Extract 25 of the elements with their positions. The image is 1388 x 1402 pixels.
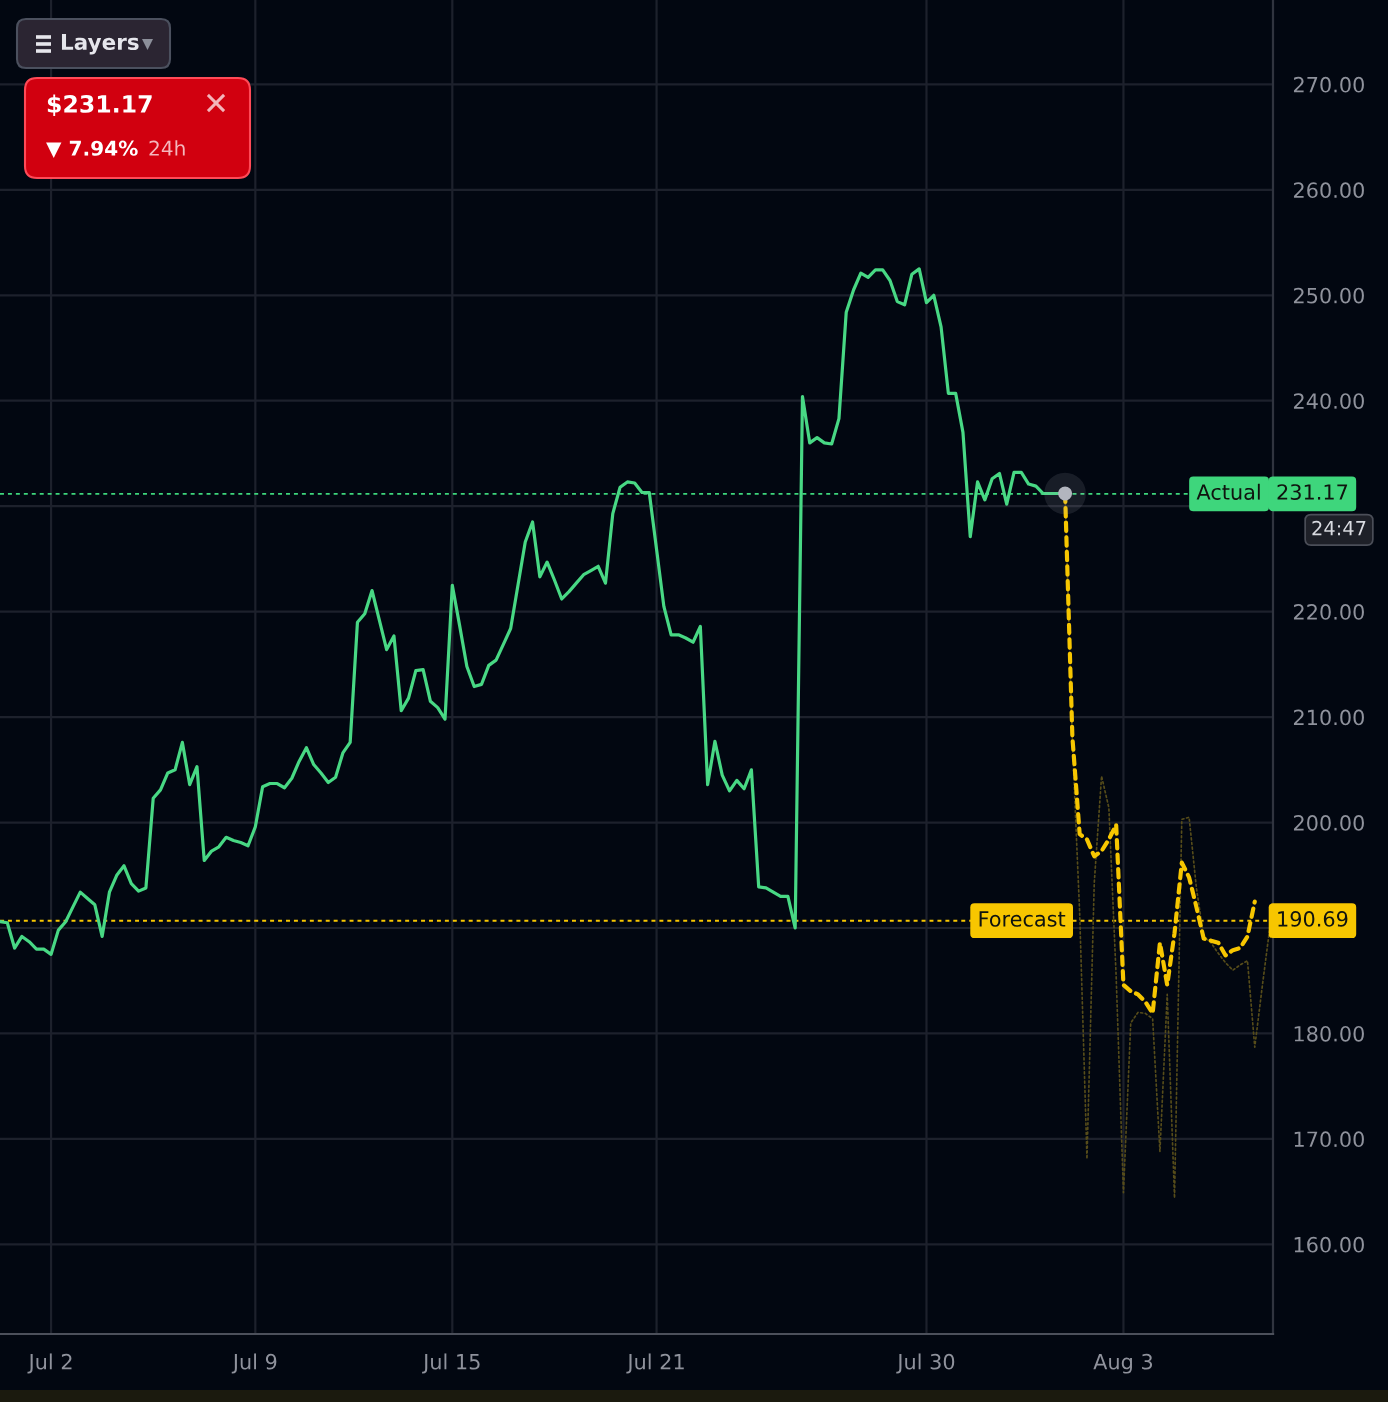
ref-line-label: Actual <box>1196 483 1260 500</box>
y-tick-label: 260.00 <box>1293 182 1364 199</box>
x-tick-label: Jul 30 <box>896 1353 955 1374</box>
ref-line-label: Forecast <box>979 911 1066 927</box>
y-tick-label: 180.00 <box>1294 1025 1364 1042</box>
y-tick-label: 200.00 <box>1293 815 1364 831</box>
x-tick-label: Jul 21 <box>626 1353 684 1374</box>
x-tick-label: Jul 9 <box>231 1353 277 1374</box>
x-tick-label: Aug 3 <box>1093 1353 1153 1374</box>
annotation: 24h <box>149 140 185 156</box>
x-tick-label: Jul 2 <box>27 1353 72 1374</box>
annotation: $231.17 <box>47 94 152 116</box>
y-tick-label: 160.00 <box>1294 1236 1364 1253</box>
text: 231.17 <box>1277 484 1348 500</box>
text: 190.69 <box>1278 911 1348 927</box>
y-tick-label: 210.00 <box>1293 709 1364 726</box>
y-tick-label: 170.00 <box>1294 1131 1364 1148</box>
annotation: ▼ 7.94% <box>46 140 138 159</box>
y-tick-label: 250.00 <box>1293 287 1364 304</box>
y-tick-label: 270.00 <box>1293 76 1364 93</box>
y-tick-label: 240.00 <box>1293 393 1364 409</box>
annotation: Layers <box>61 34 139 55</box>
y-tick-label: 220.00 <box>1293 604 1364 620</box>
x-tick-label: Jul 15 <box>422 1353 480 1374</box>
text: 24:47 <box>1312 520 1366 536</box>
